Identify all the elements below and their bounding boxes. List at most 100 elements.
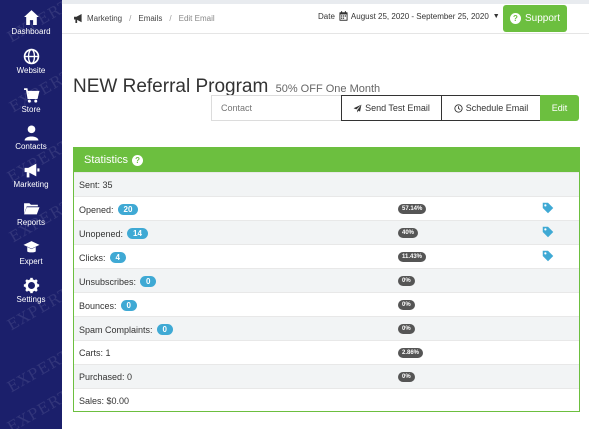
- cart-icon: [23, 88, 39, 103]
- date-range-value: August 25, 2020 - September 25, 2020: [350, 11, 489, 21]
- user-icon: [24, 125, 38, 141]
- stat-row-sales: Sales: $0.00: [74, 388, 579, 412]
- stat-label: Carts: 1: [79, 348, 111, 358]
- email-subtitle: 50% OFF One Month: [275, 83, 381, 95]
- sidebar-item-expert[interactable]: Expert: [0, 239, 62, 277]
- sidebar-item-label: Website: [16, 66, 46, 75]
- email-title: NEW Referral Program: [73, 76, 269, 97]
- statistics-header: Statistics ?: [74, 148, 579, 172]
- date-label: Date: [318, 11, 335, 21]
- calendar-icon: [339, 11, 348, 21]
- tag-icon[interactable]: [542, 202, 554, 214]
- graduation-cap-icon: [23, 241, 39, 253]
- contact-input[interactable]: [211, 95, 342, 121]
- top-strip: [62, 0, 589, 4]
- sidebar-item-dashboard[interactable]: Dashboard: [0, 9, 62, 47]
- page-title: NEW Referral Program 50% OFF One Month: [73, 76, 380, 98]
- stat-row-opened: Opened: 20 57.14%: [74, 196, 579, 220]
- percent-badge: 0%: [398, 372, 415, 382]
- stat-row-purchased: Purchased: 0 0%: [74, 364, 579, 388]
- question-circle-icon[interactable]: ?: [132, 154, 144, 166]
- stat-row-unsubscribes: Unsubscribes: 0 0%: [74, 268, 579, 292]
- stat-label: Bounces: 0: [79, 300, 137, 311]
- stat-row-sent: Sent: 35: [74, 172, 579, 196]
- sidebar-item-contacts[interactable]: Contacts: [0, 124, 62, 162]
- breadcrumb-emails[interactable]: Emails: [138, 14, 163, 23]
- percent-badge: 2.86%: [398, 348, 424, 358]
- count-badge[interactable]: 0: [140, 276, 157, 287]
- watermark: EXPERT: [4, 345, 62, 397]
- sidebar-item-settings[interactable]: Settings: [0, 277, 62, 315]
- sidebar-item-store[interactable]: Store: [0, 87, 62, 125]
- tag-icon[interactable]: [542, 226, 554, 238]
- percent-badge: 0%: [398, 300, 415, 310]
- breadcrumb-marketing[interactable]: Marketing: [87, 14, 123, 23]
- breadcrumb: Marketing / Emails / Edit Email: [73, 13, 215, 24]
- stat-label: Purchased: 0: [79, 372, 132, 382]
- sidebar-item-website[interactable]: Website: [0, 48, 62, 86]
- sidebar-item-label: Store: [21, 105, 41, 114]
- stat-label-text: Sales: $0.00: [79, 396, 130, 406]
- stat-label-text: Bounces:: [79, 300, 117, 311]
- stat-row-bounces: Bounces: 0 0%: [74, 292, 579, 316]
- sidebar: EXPERT EXPERT EXPERT EXPERT EXPERT EXPER…: [0, 0, 62, 429]
- count-badge[interactable]: 4: [109, 252, 126, 263]
- question-circle-icon: ?: [509, 13, 521, 24]
- folder-icon: [23, 203, 39, 215]
- statistics-title: Statistics: [84, 154, 129, 166]
- breadcrumb-separator: /: [129, 14, 132, 23]
- schedule-email-button[interactable]: Schedule Email: [441, 95, 541, 121]
- stat-row-unopened: Unopened: 14 40%: [74, 220, 579, 244]
- stat-label: Spam Complaints: 0: [79, 324, 173, 335]
- percent-badge: 11.43%: [398, 252, 427, 262]
- percent-badge: 0%: [398, 324, 415, 334]
- sidebar-item-label: Expert: [19, 257, 43, 266]
- stat-label: Sent: 35: [79, 180, 113, 190]
- stat-label: Opened: 20: [79, 204, 139, 215]
- stat-label-text: Purchased: 0: [79, 372, 133, 382]
- stat-row-carts: Carts: 1 2.86%: [74, 340, 579, 364]
- stat-label-text: Spam Complaints:: [79, 324, 153, 335]
- watermark: EXPERT: [4, 385, 62, 429]
- stat-label-text: Opened:: [79, 204, 114, 215]
- stat-row-spam-complaints: Spam Complaints: 0 0%: [74, 316, 579, 340]
- stat-label-text: Unopened:: [79, 228, 124, 239]
- sidebar-item-label: Reports: [16, 218, 45, 227]
- breadcrumb-edit-email: Edit Email: [178, 14, 215, 23]
- stat-label: Clicks: 4: [79, 252, 126, 263]
- support-button[interactable]: ? Support: [503, 5, 567, 32]
- clock-icon: [454, 103, 463, 113]
- stat-label: Sales: $0.00: [79, 396, 129, 406]
- schedule-email-label: Schedule Email: [465, 103, 529, 113]
- breadcrumb-separator: /: [169, 14, 172, 23]
- stat-label-text: Unsubscribes:: [79, 276, 137, 287]
- stat-row-clicks: Clicks: 4 11.43%: [74, 244, 579, 268]
- percent-badge: 57.14%: [398, 204, 427, 214]
- top-bar: Marketing / Emails / Edit Email Date Aug…: [62, 4, 589, 34]
- statistics-panel: Statistics ? Sent: 35 Opened: 20 57.14% U…: [73, 147, 580, 412]
- percent-badge: 0%: [398, 276, 415, 286]
- home-icon: [23, 10, 39, 25]
- sidebar-item-reports[interactable]: Reports: [0, 200, 62, 238]
- megaphone-icon: [74, 14, 82, 23]
- sidebar-item-label: Settings: [16, 295, 46, 304]
- percent-badge: 40%: [398, 228, 419, 238]
- globe-icon: [23, 48, 39, 65]
- sidebar-item-label: Dashboard: [11, 27, 51, 36]
- caret-down-icon: ▼: [492, 12, 500, 20]
- sidebar-item-marketing[interactable]: Marketing: [0, 162, 62, 200]
- stat-label-text: Sent: 35: [79, 180, 113, 190]
- count-badge[interactable]: 0: [156, 324, 173, 335]
- date-range-selector[interactable]: Date August 25, 2020 - September 25, 202…: [318, 11, 500, 21]
- gear-icon: [23, 277, 39, 294]
- edit-button[interactable]: Edit: [540, 95, 579, 121]
- count-badge[interactable]: 0: [120, 300, 137, 311]
- sidebar-item-label: Marketing: [13, 180, 49, 189]
- send-test-email-button[interactable]: Send Test Email: [341, 95, 442, 121]
- count-badge[interactable]: 20: [117, 204, 139, 215]
- tag-icon[interactable]: [542, 250, 554, 262]
- megaphone-icon: [24, 163, 39, 178]
- sidebar-item-label: Contacts: [15, 142, 47, 151]
- count-badge[interactable]: 14: [127, 228, 148, 239]
- stat-label: Unsubscribes: 0: [79, 276, 157, 287]
